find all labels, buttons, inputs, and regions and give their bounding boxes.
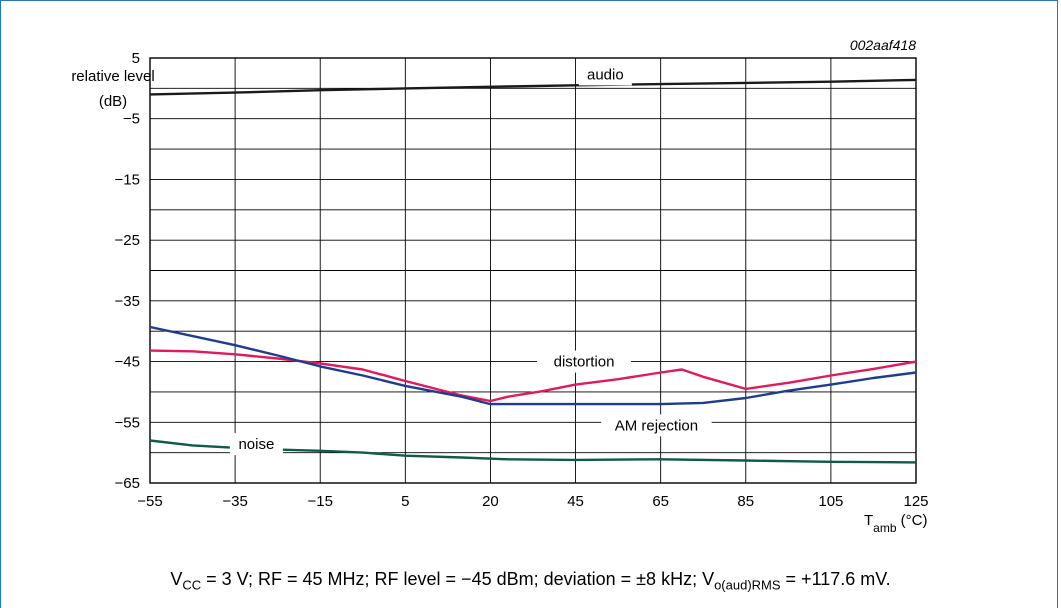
annotation-background <box>601 414 712 437</box>
annotation-am-rejection: AM rejection <box>615 417 698 434</box>
x-tick-label: −35 <box>222 493 247 510</box>
series <box>149 78 917 464</box>
figure-caption: VCC = 3 V; RF = 45 MHz; RF level = −45 d… <box>0 569 1061 593</box>
annotations: audio distortion AM rejection noise <box>229 63 712 456</box>
x-axis-label-main: T <box>864 512 873 529</box>
annotation-distortion: distortion <box>554 354 615 371</box>
caption-text: V <box>170 569 183 589</box>
x-tick-label: −55 <box>137 493 162 510</box>
annotation-noise: noise <box>238 436 274 453</box>
y-tick-label: −55 <box>115 414 140 431</box>
series-line-audio <box>149 78 917 96</box>
plot-border <box>149 57 917 484</box>
y-tick-label: 5 <box>132 50 140 67</box>
x-axis-label-unit: (°C) <box>897 512 928 529</box>
axis-ticks: −55 −35 −15 5 20 45 65 85 105 125 5 −5 −15 −25 −35 −45 −… <box>115 50 929 510</box>
y-tick-label: −65 <box>115 475 140 492</box>
y-axis-label-line1: relative level <box>71 68 154 85</box>
x-tick-label: 5 <box>401 493 409 510</box>
caption-subscript: CC <box>182 577 202 593</box>
x-tick-label: 85 <box>737 493 754 510</box>
caption-subscript: o(aud)RMS <box>714 577 781 593</box>
series-line-distortion <box>149 349 917 403</box>
y-tick-label: −45 <box>115 354 140 371</box>
caption-text: = 3 V; RF = 45 MHz; RF level = −45 dBm; … <box>201 569 715 589</box>
y-tick-label: −25 <box>115 232 140 249</box>
annotation-background <box>229 433 283 456</box>
x-tick-label: −15 <box>307 493 332 510</box>
grid <box>150 58 916 483</box>
y-tick-label: −15 <box>115 171 140 188</box>
x-tick-label: 20 <box>482 493 499 510</box>
x-axis-label-sub: amb <box>873 521 897 535</box>
figure-id: 002aaf418 <box>850 37 916 53</box>
x-tick-label: 105 <box>818 493 843 510</box>
x-tick-label: 125 <box>903 493 928 510</box>
x-tick-label: 65 <box>652 493 669 510</box>
annotation-background <box>578 63 632 86</box>
y-axis-label-line2: (dB) <box>99 93 127 110</box>
y-tick-label: −5 <box>123 111 140 128</box>
annotation-background <box>537 350 632 373</box>
x-tick-label: 45 <box>567 493 584 510</box>
series-line-am-rejection <box>149 325 917 406</box>
y-tick-label: −35 <box>115 293 140 310</box>
annotation-audio: audio <box>587 66 624 83</box>
x-axis-label: Tamb (°C) <box>864 512 928 535</box>
caption-text: = +117.6 mV. <box>780 569 891 589</box>
